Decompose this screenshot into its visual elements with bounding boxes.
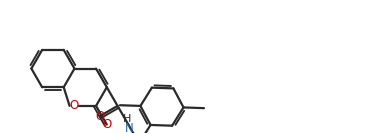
Text: O: O <box>102 118 111 131</box>
Text: O: O <box>70 99 79 112</box>
Text: H: H <box>123 114 132 124</box>
Text: O: O <box>95 110 104 123</box>
Text: N: N <box>125 122 134 135</box>
